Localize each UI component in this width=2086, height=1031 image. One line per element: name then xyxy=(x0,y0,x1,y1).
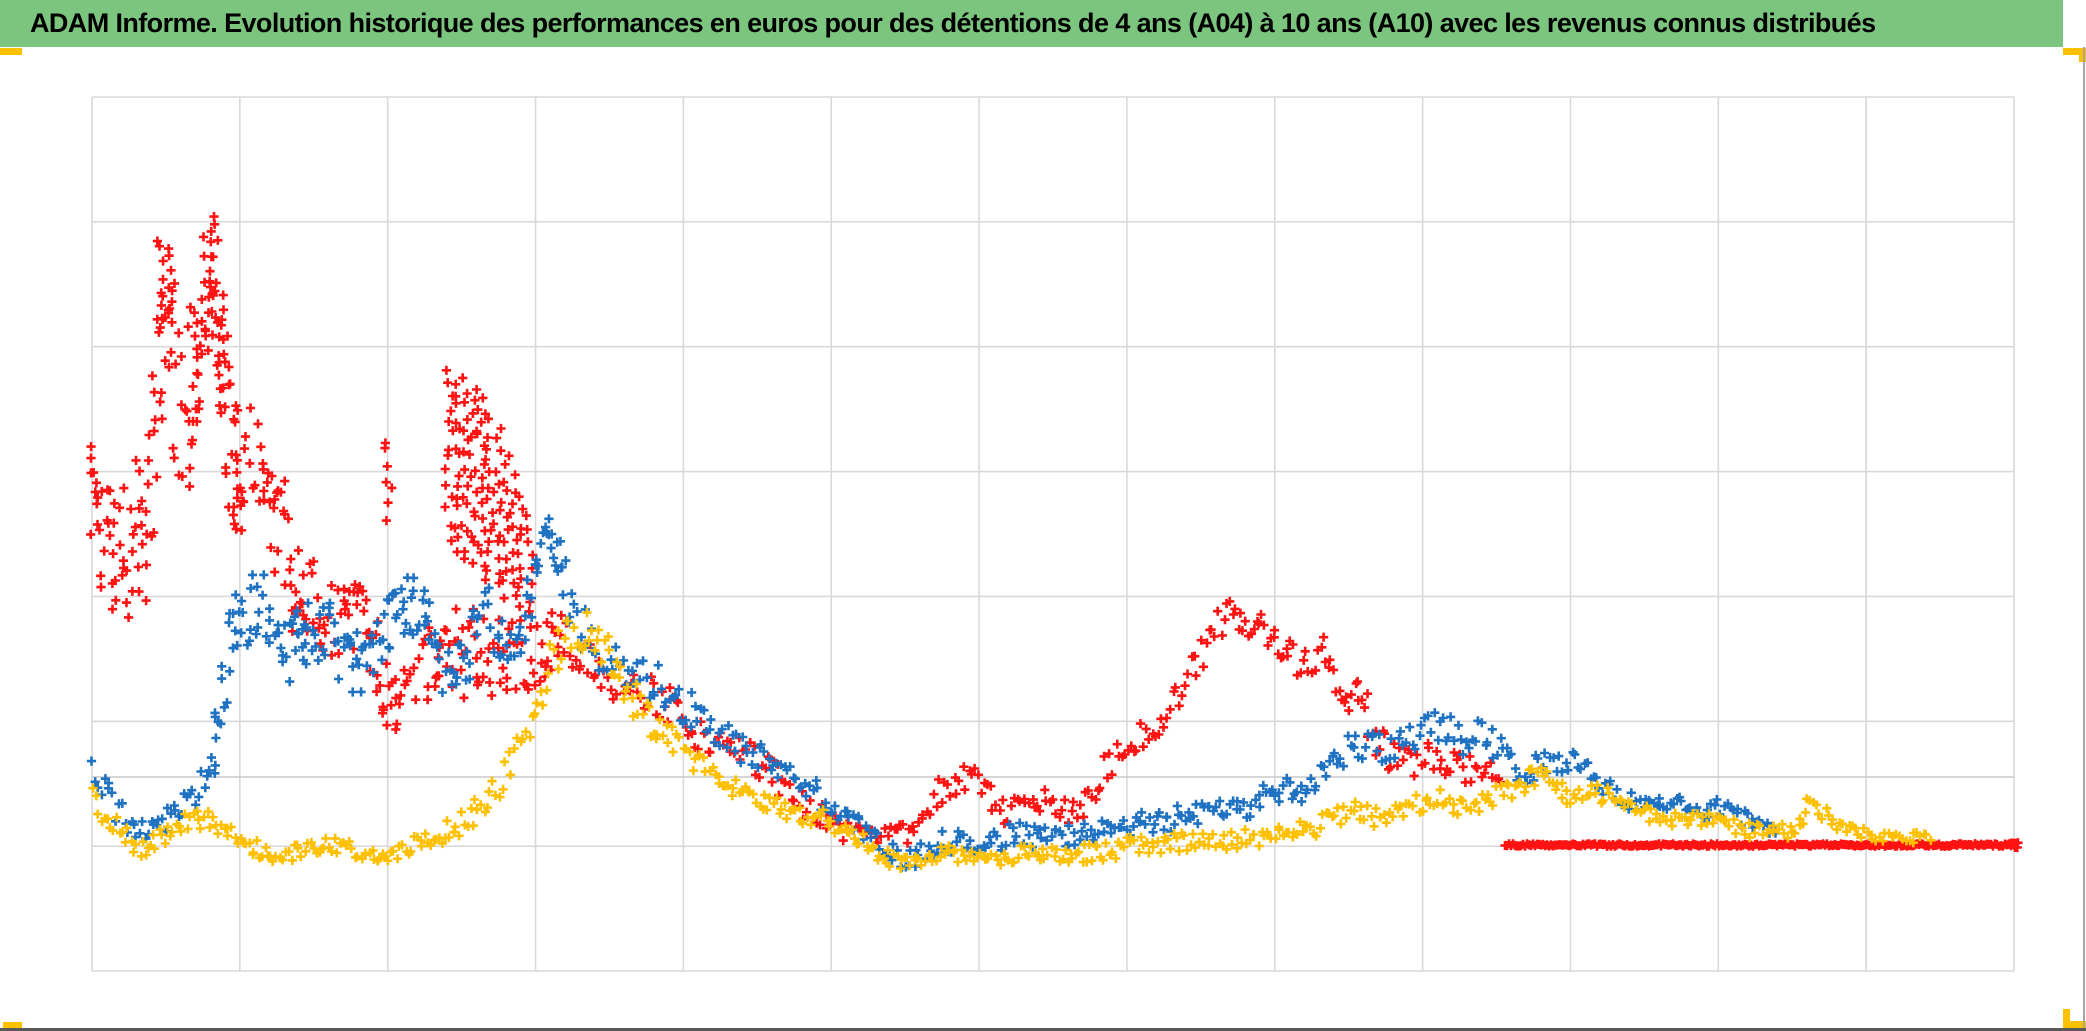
title-banner: ADAM Informe. Evolution historique des p… xyxy=(0,0,2063,47)
series-yellow xyxy=(88,608,1936,874)
chart-series-markers xyxy=(86,212,2023,874)
accent-rect xyxy=(2063,1021,2086,1028)
accent-rect xyxy=(2063,48,2086,55)
page-title: ADAM Informe. Evolution historique des p… xyxy=(30,8,1876,38)
accent-rect xyxy=(0,48,22,55)
bottom-divider xyxy=(0,1028,2086,1031)
accent-rect xyxy=(2079,48,2086,62)
right-edge-divider xyxy=(2083,47,2085,1028)
accent-rect xyxy=(3,1022,22,1029)
series-red xyxy=(86,212,2023,853)
accent-rect xyxy=(2063,1009,2070,1028)
series-blue xyxy=(86,514,1780,872)
